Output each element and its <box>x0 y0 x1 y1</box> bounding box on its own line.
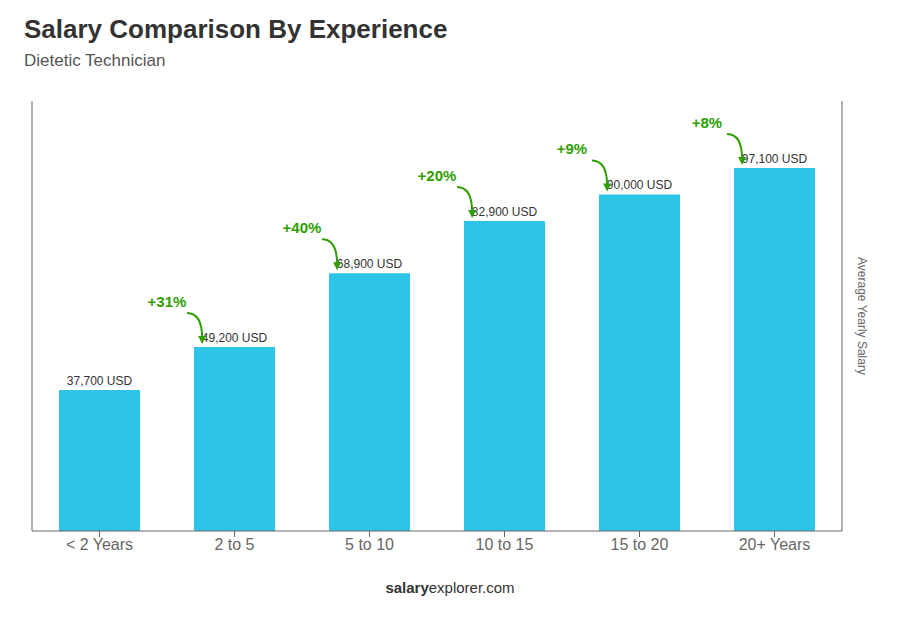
svg-text:+8%: +8% <box>692 114 722 131</box>
svg-text:97,100 USD: 97,100 USD <box>742 152 808 166</box>
svg-text:2 to 5: 2 to 5 <box>214 536 254 553</box>
svg-text:Average Yearly Salary: Average Yearly Salary <box>855 257 869 375</box>
svg-text:+9%: +9% <box>557 140 587 157</box>
html-text:salary explorer.com: salary explorer.com <box>385 579 515 596</box>
svg-text:+40%: +40% <box>283 219 322 236</box>
svg-text:10 to 15: 10 to 15 <box>476 536 534 553</box>
html-text:Salary Comparison By Experienc: Salary Comparison By Experience <box>24 14 448 44</box>
svg-text:15 to 20: 15 to 20 <box>611 536 669 553</box>
svg-text:< 2 Years: < 2 Years <box>66 536 133 553</box>
svg-text:90,000 USD: 90,000 USD <box>607 178 673 192</box>
svg-text:5 to 10: 5 to 10 <box>345 536 394 553</box>
svg-text:37,700 USD: 37,700 USD <box>67 374 133 388</box>
html-text:Dietetic Technician: Dietetic Technician <box>24 51 166 70</box>
svg-text:+31%: +31% <box>148 293 187 310</box>
svg-text:20+ Years: 20+ Years <box>739 536 811 553</box>
svg-text:68,900 USD: 68,900 USD <box>337 257 403 271</box>
svg-text:82,900 USD: 82,900 USD <box>472 205 538 219</box>
svg-text:49,200 USD: 49,200 USD <box>202 331 268 345</box>
svg-text:+20%: +20% <box>418 167 457 184</box>
